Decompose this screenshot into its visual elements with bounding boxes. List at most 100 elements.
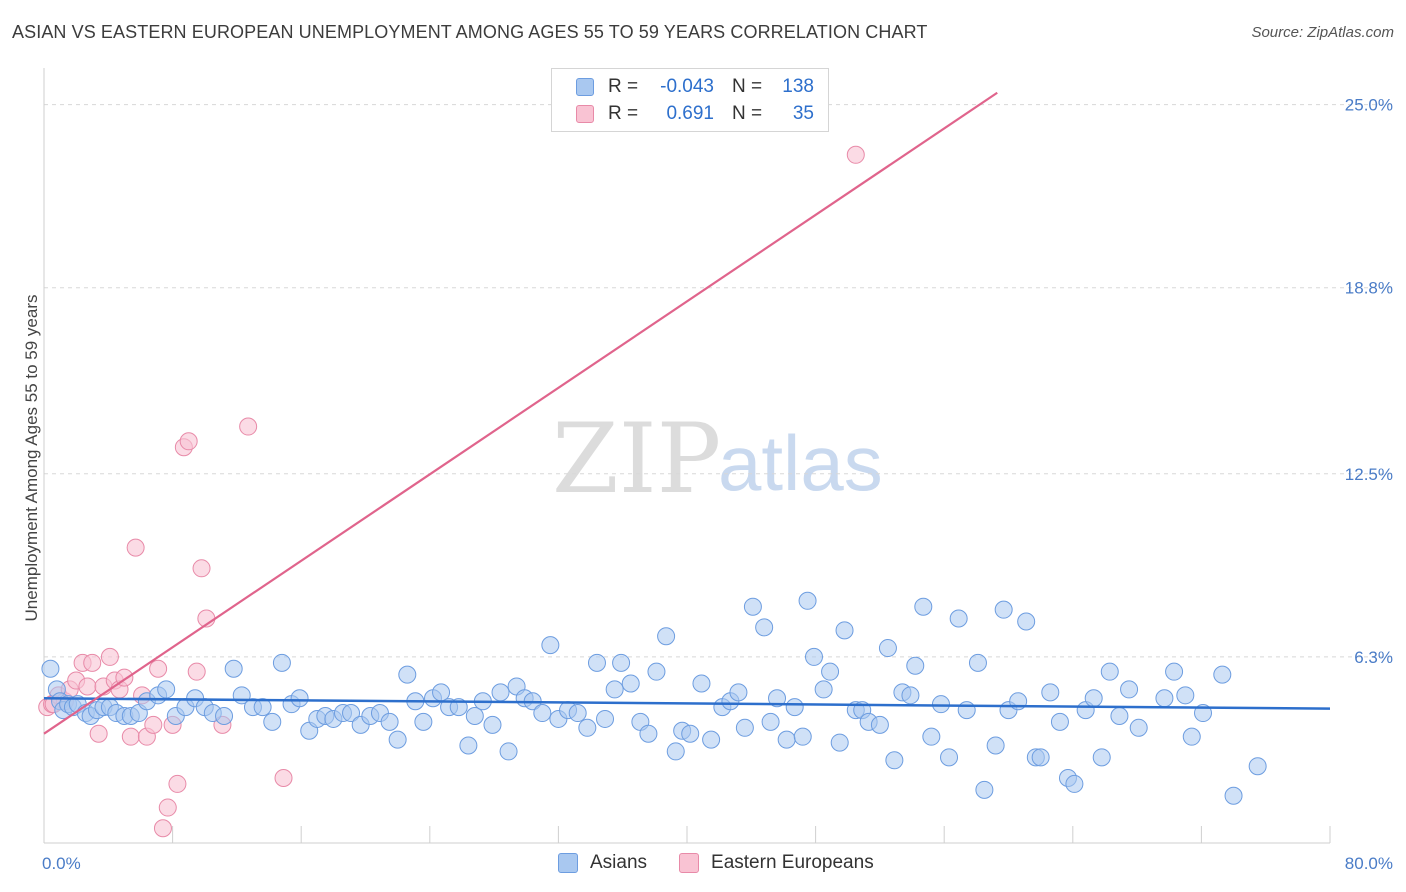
asian-point <box>432 683 451 702</box>
asian-point <box>922 727 941 746</box>
eastern-european-point <box>78 677 97 696</box>
asian-point <box>835 621 854 640</box>
asian-point <box>666 742 685 761</box>
x-tick-label: 0.0% <box>42 854 81 873</box>
asian-point <box>735 718 754 737</box>
eastern-european-legend-label: Eastern Europeans <box>711 852 874 873</box>
asian-point <box>253 698 272 717</box>
asian-trend-line <box>43 697 1331 710</box>
asian-point <box>647 662 666 681</box>
asian-point <box>1129 718 1148 737</box>
eastern-european-point <box>192 559 211 578</box>
asian-point <box>777 730 796 749</box>
correlation-legend: R = -0.043 N = 138 R = 0.691 N = 35 <box>551 68 829 132</box>
asian-point <box>290 689 309 708</box>
asian-point <box>215 706 234 725</box>
eastern-european-trend-line <box>43 91 998 735</box>
asian-legend-label: Asians <box>590 852 648 873</box>
asian-point <box>785 698 804 717</box>
asian-point <box>743 597 762 616</box>
eastern-european-point <box>153 819 172 838</box>
asian-point <box>1100 662 1119 681</box>
asian-point <box>263 712 282 731</box>
asian-point <box>1017 612 1036 631</box>
asian-point <box>465 706 484 725</box>
series-legend: Asians Eastern Europeans <box>558 852 874 874</box>
asian-point <box>398 665 417 684</box>
y-tick-label: 6.3% <box>1354 648 1393 667</box>
asian-point <box>41 659 60 678</box>
asian-point <box>755 618 774 637</box>
asian-point <box>1120 680 1139 699</box>
asian-point <box>499 742 518 761</box>
y-tick-label: 25.0% <box>1345 96 1393 115</box>
asian-point <box>1165 662 1184 681</box>
eastern-european-point <box>149 659 168 678</box>
eastern-european-point <box>274 769 293 788</box>
asian-point <box>1084 689 1103 708</box>
asian-point <box>533 704 552 723</box>
eastern-european-point <box>187 662 206 681</box>
asian-point <box>272 653 291 672</box>
asian-point <box>804 647 823 666</box>
asian-point <box>986 736 1005 755</box>
asian-point <box>157 680 176 699</box>
asian-point <box>729 683 748 702</box>
x-tick-label: 80.0% <box>1345 854 1393 873</box>
asian-point <box>692 674 711 693</box>
asian-point <box>1110 706 1129 725</box>
eastern-european-point <box>239 417 258 436</box>
asian-point <box>761 712 780 731</box>
asian-point <box>1213 665 1232 684</box>
asian-point <box>1182 727 1201 746</box>
asian-point <box>1041 683 1060 702</box>
asian-point <box>388 730 407 749</box>
trend-lines <box>43 91 1331 735</box>
asian-point <box>885 751 904 770</box>
asian-point <box>1248 757 1267 776</box>
asian-point <box>1224 786 1243 805</box>
legend-r-value: -0.043 <box>660 76 714 97</box>
asian-legend-swatch <box>558 853 578 873</box>
asian-point <box>681 724 700 743</box>
asian-point <box>1155 689 1174 708</box>
asian-point <box>878 639 897 658</box>
asian-point <box>639 724 658 743</box>
asian-point <box>994 600 1013 619</box>
legend-r-value: 0.691 <box>666 103 714 124</box>
legend-row-asians: R = -0.043 N = 138 <box>552 74 814 100</box>
legend-n-label: N = <box>732 103 763 124</box>
asian-point <box>949 609 968 628</box>
source-attribution: Source: ZipAtlas.com <box>1251 24 1394 41</box>
asian-point <box>605 680 624 699</box>
asian-point <box>768 689 787 708</box>
legend-row-eastern-europeans: R = 0.691 N = 35 <box>552 101 814 127</box>
eastern-european-point <box>89 724 108 743</box>
asian-point <box>914 597 933 616</box>
eastern-european-point <box>83 653 102 672</box>
asian-point <box>459 736 478 755</box>
asian-point <box>814 680 833 699</box>
watermark-atlas: atlas <box>718 419 883 507</box>
asian-point <box>342 704 361 723</box>
asian-point <box>793 727 812 746</box>
legend-n-label: N = <box>732 76 763 97</box>
asian-point <box>587 653 606 672</box>
asian-point <box>596 709 615 728</box>
y-axis-label: Unemployment Among Ages 55 to 59 years <box>22 295 41 622</box>
asian-point <box>906 656 925 675</box>
asian-point <box>1176 686 1195 705</box>
legend-n-value: 35 <box>792 103 814 124</box>
asian-point <box>541 636 560 655</box>
asian-point <box>901 686 920 705</box>
asian-point <box>568 704 587 723</box>
eastern-european-legend-swatch <box>679 853 700 873</box>
watermark-zip: ZIP <box>552 403 721 515</box>
asian-point <box>612 653 631 672</box>
asian-point <box>414 712 433 731</box>
eastern-european-point <box>126 538 145 557</box>
y-tick-label: 12.5% <box>1345 465 1393 484</box>
asian-point <box>380 712 399 731</box>
asian-point <box>1065 774 1084 793</box>
